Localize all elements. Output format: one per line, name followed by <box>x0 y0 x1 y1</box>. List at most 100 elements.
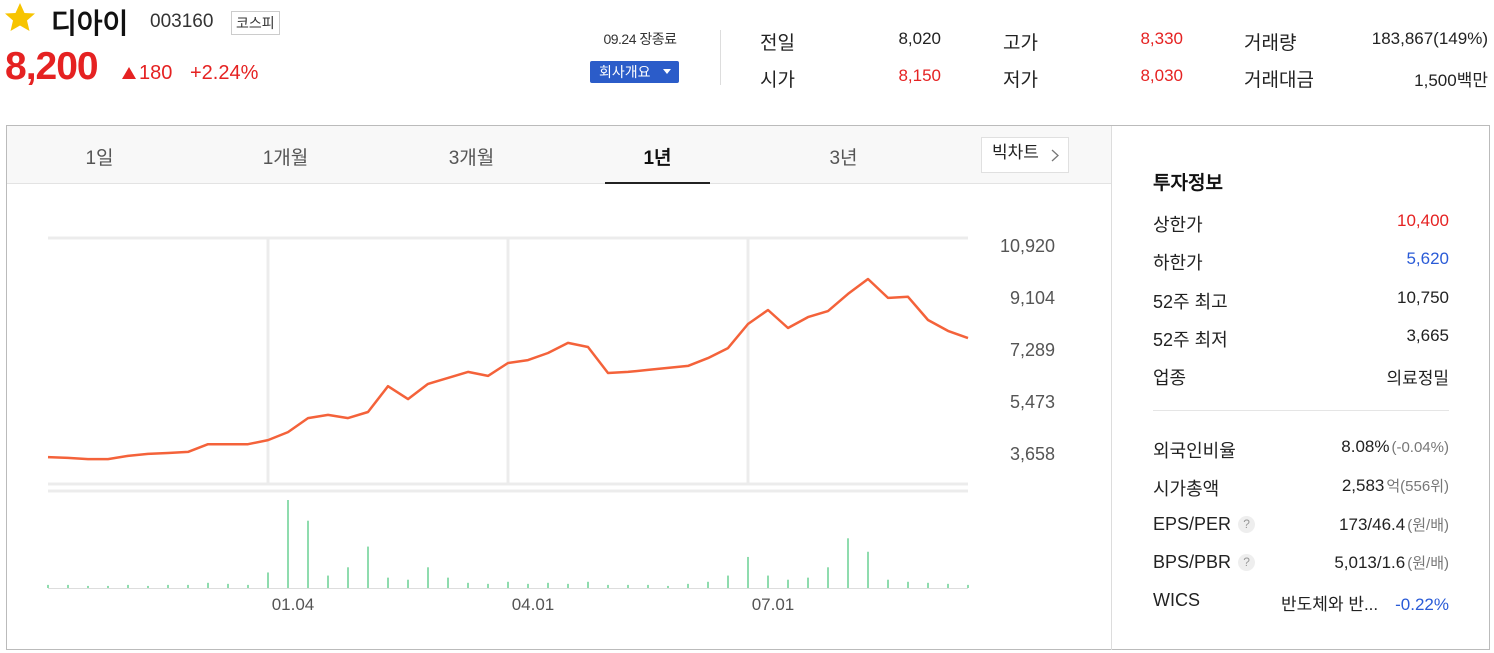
invest-value: 5,013/1.6 (원/배) <box>1334 552 1449 573</box>
volume-bar <box>747 556 749 588</box>
volume-bar <box>867 551 869 588</box>
summary-value-number: 1,500 <box>1414 71 1457 90</box>
summary-value: 8,020 <box>898 29 941 49</box>
big-chart-label: 빅차트 <box>992 143 1039 162</box>
volume-bar <box>367 546 369 588</box>
invest-value-text: 의료정밀 <box>1386 369 1449 389</box>
volume-bar <box>127 584 129 588</box>
volume-bar <box>767 575 769 588</box>
volume-bar <box>47 584 49 588</box>
summary-value: 183,867(149%) <box>1372 29 1488 49</box>
invest-value: 의료정밀 <box>1386 364 1449 389</box>
invest-label: 52주 최고 <box>1153 288 1228 314</box>
summary-label: 고가 <box>1003 33 1038 54</box>
volume-bar <box>327 575 329 588</box>
volume-bar <box>167 584 169 588</box>
period-tab[interactable]: 3년 <box>829 148 858 169</box>
invest-value: 10,750 <box>1397 288 1449 308</box>
company-button-label: 회사개요 <box>599 64 651 80</box>
stock-name: 디아이 <box>51 8 129 39</box>
invest-label-text: 52주 최고 <box>1153 291 1228 312</box>
invest-label-text: 시가총액 <box>1153 479 1220 500</box>
period-tab[interactable]: 1일 <box>85 148 114 169</box>
volume-bar <box>487 583 489 588</box>
invest-note: (원/배) <box>1407 554 1449 572</box>
invest-value: 173/46.4 (원/배) <box>1339 514 1449 535</box>
favorite-star[interactable] <box>5 3 35 31</box>
y-tick-label: 10,920 <box>1000 236 1055 256</box>
volume-bar <box>247 584 249 588</box>
invest-label: WICS <box>1153 590 1200 611</box>
up-arrow <box>122 67 136 79</box>
invest-value-text: 3,665 <box>1406 325 1449 345</box>
invest-label: EPS/PER? <box>1153 513 1256 535</box>
volume-bar <box>107 585 109 588</box>
volume-bar <box>667 585 669 588</box>
volume-bar <box>307 520 309 588</box>
invest-label: 업종 <box>1153 364 1186 390</box>
invest-label-text: EPS/PER <box>1153 513 1232 534</box>
period-tab[interactable]: 1개월 <box>262 148 309 169</box>
invest-label-text: 상한가 <box>1153 215 1203 235</box>
x-tick-label: 01.04 <box>272 595 315 614</box>
summary-value-number: 183,867(149%) <box>1371 29 1488 48</box>
summary-label: 저가 <box>1003 70 1038 91</box>
summary-label: 시가 <box>760 70 795 91</box>
help-icon[interactable]: ? <box>1238 515 1256 533</box>
volume-bar <box>807 577 809 588</box>
invest-label: 외국인비율 <box>1153 437 1236 463</box>
big-chart-button[interactable]: 빅차트 <box>981 137 1069 173</box>
invest-label-text: BPS/PBR <box>1153 551 1232 572</box>
help-icon[interactable]: ? <box>1238 553 1256 571</box>
invest-value: 8.08% (-0.04%) <box>1341 437 1449 457</box>
invest-value: 5,620 <box>1406 249 1449 269</box>
period-tab[interactable]: 3개월 <box>448 148 495 169</box>
y-tick-label: 7,289 <box>1010 340 1055 360</box>
invest-label-text: 하한가 <box>1153 253 1203 274</box>
invest-value: 반도체와 반... -0.22% <box>1281 590 1449 615</box>
volume-bar <box>87 585 89 588</box>
summary-value-number: 8,020 <box>898 29 941 48</box>
invest-value-text: 5,620 <box>1406 249 1449 269</box>
invest-label: 52주 최저 <box>1153 326 1228 352</box>
invest-title: 투자정보 <box>1153 173 1223 194</box>
volume-bar <box>787 579 789 588</box>
invest-value-text: 10,750 <box>1397 287 1449 307</box>
volume-bar <box>647 584 649 588</box>
volume-bar <box>287 500 289 588</box>
volume-bar <box>707 581 709 588</box>
volume-bar <box>827 567 829 588</box>
x-tick-label: 07.01 <box>752 595 795 614</box>
volume-bar <box>887 579 889 588</box>
volume-bar <box>67 584 69 588</box>
x-tick-label: 04.01 <box>512 595 555 614</box>
dropdown-caret <box>663 69 671 74</box>
invest-extra: -0.22% <box>1395 595 1449 615</box>
y-tick-label: 3,658 <box>1010 444 1055 464</box>
company-button[interactable]: 회사개요 <box>590 61 679 83</box>
summary-value: 8,030 <box>1140 66 1183 86</box>
volume-bar <box>147 585 149 588</box>
invest-label-text: 업종 <box>1153 368 1187 389</box>
period-tab[interactable]: 1년 <box>643 148 672 169</box>
summary-value-number: 8,150 <box>898 66 941 85</box>
volume-bar <box>727 575 729 588</box>
invest-label-text: 외국인비율 <box>1153 441 1236 461</box>
invest-value: 10,400 <box>1397 211 1449 231</box>
price-line <box>47 277 969 461</box>
market-status: 09.24 장종료 <box>603 31 677 47</box>
summary-value-unit: 백만 <box>1456 71 1488 90</box>
y-tick-label: 9,104 <box>1010 288 1055 308</box>
invest-label: 시가총액 <box>1153 475 1219 501</box>
invest-value-text: 10,400 <box>1397 211 1449 230</box>
summary-label: 전일 <box>760 33 795 54</box>
volume-bar <box>847 538 849 588</box>
volume-bar <box>687 583 689 588</box>
price-change: 180 <box>139 62 173 84</box>
volume-bar <box>447 577 449 588</box>
invest-note: (-0.04%) <box>1391 439 1449 456</box>
volume-bar <box>427 567 429 588</box>
volume-bar <box>527 583 529 588</box>
